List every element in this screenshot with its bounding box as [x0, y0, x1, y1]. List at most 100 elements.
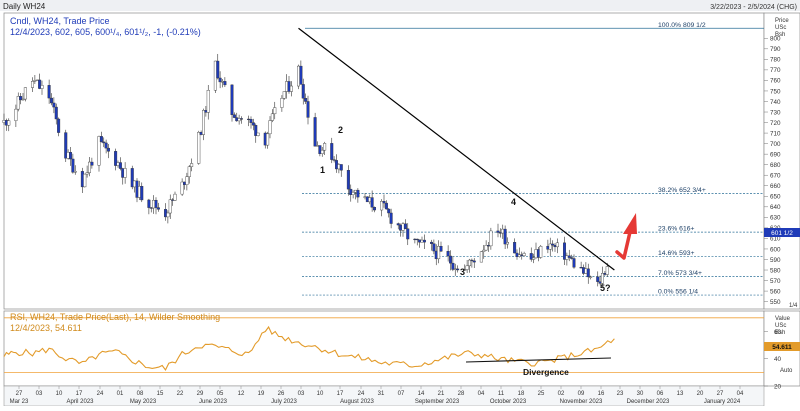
price-tick-label: 670 — [770, 173, 781, 180]
candle-body — [21, 98, 25, 101]
candle-body — [282, 91, 286, 99]
rsi-value-text: 54.611 — [772, 344, 792, 351]
price-tick-label: 790 — [770, 46, 781, 53]
x-day-label: 14 — [418, 391, 425, 397]
candle-body — [451, 262, 455, 270]
rsi-axis-header-2: USc — [775, 323, 786, 329]
divergence-line — [465, 357, 612, 363]
x-month-label: July 2023 — [271, 399, 297, 405]
rsi-legend-line2: 12/4/2023, 54.611 — [10, 323, 82, 333]
candle-body — [439, 246, 443, 252]
candle-body — [313, 117, 317, 147]
x-day-label: 07 — [398, 391, 405, 397]
auto-scale-button[interactable]: Auto — [780, 368, 793, 374]
candle-body — [38, 79, 42, 89]
candle-body — [304, 98, 308, 102]
scale-label: 1/4 — [789, 303, 798, 309]
candle-body — [173, 193, 177, 201]
rsi-tick-label: 60 — [774, 329, 782, 336]
x-day-label: 31 — [378, 391, 385, 397]
candle-body — [370, 197, 374, 208]
x-day-label: 20 — [697, 391, 704, 397]
candle-body — [87, 161, 91, 173]
price-panel[interactable] — [3, 12, 765, 310]
candle-body — [147, 199, 151, 208]
x-day-label: 04 — [737, 391, 744, 397]
candle-body — [596, 276, 600, 282]
divergence-label: Divergence — [523, 367, 569, 377]
candle-body — [180, 181, 184, 195]
fib-level-label: 14.6% 593+ — [658, 250, 695, 257]
downtrend-line — [298, 27, 615, 271]
candle-body — [349, 188, 353, 195]
main-legend-line2: 12/4/2023, 602, 605, 600¹/₄, 601¹/₂, -1,… — [10, 27, 201, 37]
candle-body — [570, 257, 574, 259]
current-price-tag: 601 1/2 — [764, 228, 800, 237]
candle-body — [301, 84, 305, 99]
x-day-label: 03 — [298, 391, 305, 397]
candle-body — [323, 143, 327, 151]
price-axis-header-2: USc — [775, 25, 786, 31]
candle-body — [605, 266, 609, 275]
x-day-label: 25 — [538, 391, 545, 397]
price-axis-header-3: Bsh — [775, 32, 785, 38]
candle-body — [586, 268, 590, 278]
price-tick-label: 720 — [770, 120, 781, 127]
candle-body — [513, 242, 517, 254]
price-tick-label: 640 — [770, 204, 781, 211]
candle-body — [71, 158, 75, 173]
candle-body — [489, 230, 493, 247]
candle-body — [384, 202, 388, 210]
x-day-label: 03 — [36, 391, 43, 397]
candle-body — [306, 101, 310, 118]
price-axis[interactable] — [763, 12, 800, 310]
rsi-panel[interactable] — [3, 310, 765, 387]
candle-body — [280, 98, 284, 108]
candle-body — [463, 269, 467, 271]
candle-body — [73, 171, 77, 173]
x-month-label: January 2024 — [704, 399, 741, 405]
candle-body — [40, 85, 44, 89]
candle-body — [47, 85, 51, 99]
x-month-label: Mar 23 — [10, 399, 29, 405]
price-tick-label: 760 — [770, 78, 781, 85]
price-tick-label: 550 — [770, 299, 781, 306]
x-day-label: 02 — [558, 391, 565, 397]
x-day-label: 29 — [197, 391, 204, 397]
fib-level-label: 0.0% 556 1/4 — [658, 289, 698, 296]
candle-body — [572, 258, 576, 268]
candle-body — [223, 81, 227, 86]
x-day-label: 23 — [617, 391, 624, 397]
rsi-legend-line1: RSI, WH24, Trade Price(Last), 14, Wilder… — [10, 312, 220, 322]
candle-body — [232, 114, 236, 118]
wave-label-3: 3 — [460, 267, 465, 277]
x-day-label: 09 — [578, 391, 585, 397]
candle-body — [332, 159, 336, 161]
rsi-axis-header-1: Value — [775, 316, 791, 322]
price-tick-label: 730 — [770, 109, 781, 116]
candle-body — [90, 161, 94, 166]
candle-body — [472, 260, 476, 263]
candle-body — [555, 242, 559, 248]
candle-body — [154, 199, 158, 208]
candles-series — [2, 53, 609, 289]
x-day-label: 10 — [56, 391, 63, 397]
fib-level-label: 38.2% 652 3/4+ — [658, 187, 706, 194]
rsi-axis-header-3: Bsh — [775, 330, 785, 336]
candle-body — [403, 223, 407, 229]
x-day-label: 26 — [278, 391, 285, 397]
candle-body — [268, 120, 272, 135]
candle-body — [216, 60, 220, 79]
candle-body — [85, 172, 89, 175]
x-month-label: December 2023 — [627, 399, 670, 405]
candle-body — [16, 96, 20, 110]
candle-body — [99, 136, 103, 143]
x-month-label: October 2023 — [490, 399, 527, 405]
price-tick-label: 750 — [770, 88, 781, 95]
candle-body — [31, 81, 35, 88]
candle-body — [54, 106, 58, 120]
x-day-label: 28 — [458, 391, 465, 397]
candle-body — [83, 173, 87, 188]
